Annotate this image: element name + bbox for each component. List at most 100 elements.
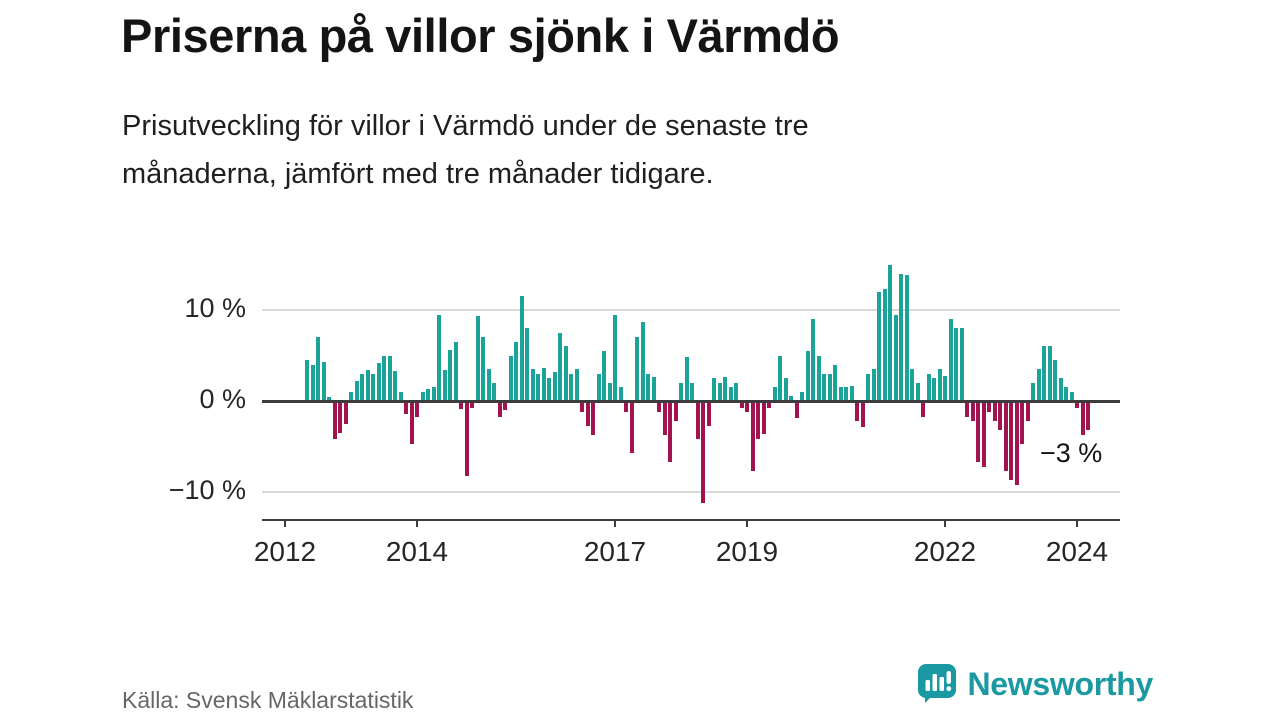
bar-negative	[657, 403, 661, 413]
bar-positive	[371, 373, 375, 401]
bar-negative	[629, 403, 634, 454]
bar-positive	[475, 316, 480, 401]
bar-positive	[827, 373, 832, 401]
x-axis-tick	[284, 519, 286, 527]
bar-negative	[756, 403, 760, 440]
y-axis-label: 0 %	[199, 384, 246, 414]
bar-negative	[470, 403, 474, 409]
bar-positive	[646, 373, 650, 401]
bar-negative	[580, 403, 584, 413]
bar-positive	[783, 378, 788, 401]
gridline	[262, 309, 1120, 311]
bar-positive	[481, 337, 485, 401]
bar-positive	[1069, 391, 1074, 401]
bar-positive	[596, 373, 601, 401]
bar-negative	[662, 403, 667, 435]
newsworthy-wordmark: Newsworthy	[967, 665, 1154, 702]
bar-positive	[360, 373, 364, 401]
bar-negative	[1025, 403, 1030, 422]
bar-negative	[464, 403, 469, 476]
bar-positive	[305, 360, 309, 401]
bar-positive	[778, 355, 782, 401]
bar-positive	[959, 328, 964, 401]
bar-positive	[800, 391, 804, 401]
bar-positive	[508, 355, 513, 401]
bar-negative	[761, 403, 766, 434]
bar-positive	[492, 382, 496, 401]
bar-positive	[717, 382, 722, 401]
bar-positive	[888, 264, 892, 401]
bar-negative	[750, 403, 755, 472]
bar-negative	[338, 403, 342, 434]
bar-positive	[398, 391, 403, 401]
bar-positive	[382, 355, 386, 401]
bar-positive	[563, 346, 568, 401]
bar-negative	[673, 403, 678, 422]
bar-positive	[316, 337, 320, 401]
bar-positive	[734, 382, 738, 401]
bar-positive	[772, 387, 777, 401]
bar-negative	[343, 403, 348, 424]
bar-positive	[514, 341, 518, 401]
bar-positive	[618, 387, 623, 401]
bar-negative	[921, 403, 925, 417]
bar-positive	[1042, 346, 1046, 401]
bar-positive	[453, 341, 458, 401]
bar-negative	[745, 403, 749, 413]
x-axis-tick	[416, 519, 418, 527]
bar-negative	[706, 403, 711, 426]
bar-negative	[701, 403, 705, 504]
newsworthy-logo: Newsworthy	[917, 664, 1154, 704]
bar-negative	[695, 403, 700, 440]
bar-negative	[497, 403, 502, 417]
bar-positive	[816, 355, 821, 401]
bar-positive	[558, 332, 562, 401]
bar-positive	[354, 380, 359, 401]
bar-positive	[525, 328, 529, 401]
zero-axis-line	[262, 400, 1120, 403]
bar-negative	[992, 403, 997, 422]
bar-positive	[904, 275, 909, 401]
bar-positive	[431, 387, 436, 401]
bar-positive	[349, 391, 353, 401]
bar-positive	[519, 296, 524, 401]
bar-positive	[310, 364, 315, 401]
bar-positive	[877, 291, 881, 401]
y-axis-label: 10 %	[184, 293, 246, 323]
bar-positive	[926, 373, 931, 401]
bar-positive	[321, 361, 326, 401]
bar-positive	[574, 369, 579, 401]
bar-negative	[1080, 403, 1085, 435]
bar-positive	[849, 386, 854, 401]
bar-negative	[987, 403, 991, 413]
bar-negative	[585, 403, 590, 426]
bar-positive	[937, 369, 942, 401]
bar-positive	[393, 370, 397, 401]
x-axis-label: 2017	[583, 536, 647, 567]
x-axis-label: 2024	[1045, 536, 1109, 567]
bar-positive	[547, 378, 551, 401]
bar-positive	[899, 273, 903, 401]
bar-positive	[640, 321, 645, 401]
bar-negative	[459, 403, 463, 410]
bar-positive	[635, 337, 639, 401]
bar-positive	[728, 387, 733, 401]
bar-positive	[1036, 369, 1041, 401]
bar-negative	[976, 403, 980, 463]
bar-positive	[822, 373, 826, 401]
bar-positive	[1031, 382, 1035, 401]
bar-positive	[871, 369, 876, 401]
bar-positive	[536, 373, 540, 401]
bar-negative	[668, 403, 672, 463]
bar-positive	[893, 314, 898, 401]
bar-positive	[943, 375, 947, 401]
bar-positive	[932, 378, 936, 401]
bar-positive	[882, 289, 887, 401]
bar-positive	[607, 382, 612, 401]
bar-negative	[503, 403, 507, 411]
bar-negative	[1014, 403, 1019, 485]
bar-positive	[365, 370, 370, 401]
bar-negative	[409, 403, 414, 444]
bar-positive	[866, 373, 870, 401]
